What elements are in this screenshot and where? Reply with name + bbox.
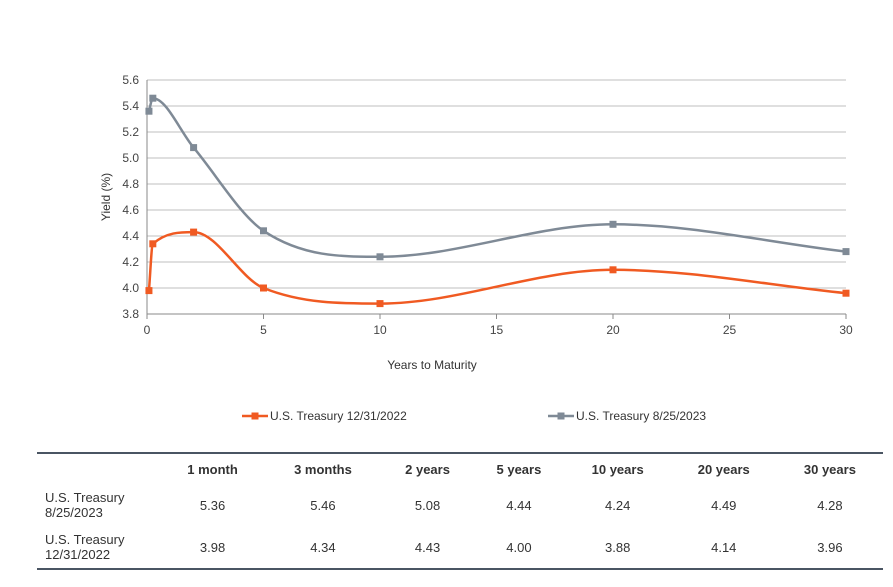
y-tick-label: 5.4 [122, 99, 139, 113]
row-label: U.S. Treasury 8/25/2023 [37, 484, 161, 526]
y-tick-label: 4.6 [122, 203, 139, 217]
data-point-marker [609, 220, 617, 228]
x-tick-label: 25 [723, 323, 737, 337]
data-point-marker [190, 144, 198, 152]
x-tick-label: 0 [144, 323, 151, 337]
legend-swatch-marker [557, 412, 565, 420]
table-cell: 4.24 [605, 497, 631, 513]
table-cell: 4.43 [414, 539, 441, 555]
yield-table: 1 month 3 months 2 years 5 years 10 year… [37, 452, 883, 570]
y-tick-label: 5.6 [122, 73, 139, 87]
table-cell: 4.28 [817, 497, 843, 513]
row-label-line: U.S. Treasury [45, 532, 125, 547]
x-tick-label: 20 [606, 323, 620, 337]
table-header-cell: 2 years [405, 461, 450, 477]
data-point-marker [260, 227, 267, 235]
table-header-row: 1 month 3 months 2 years 5 years 10 year… [37, 453, 883, 484]
y-tick-label: 5.2 [122, 125, 139, 139]
data-point-marker [376, 253, 384, 261]
table-row: U.S. Treasury 8/25/2023 5.36 5.46 5.08 4.… [37, 484, 883, 526]
x-tick-label: 15 [490, 323, 504, 337]
row-label-line: 12/31/2022 [45, 547, 111, 562]
row-label-line: U.S. Treasury [45, 490, 125, 505]
table-cell: 3.88 [605, 539, 631, 555]
table-header-cell: 1 month [187, 461, 238, 477]
y-axis-title: Yield (%) [99, 173, 113, 221]
table-cell: 4.14 [711, 539, 737, 555]
row-label: U.S. Treasury 12/31/2022 [37, 526, 161, 569]
legend-swatch-marker [251, 412, 259, 420]
table-header-cell: 5 years [496, 461, 542, 477]
y-tick-label: 4.0 [122, 281, 139, 295]
data-point-marker [190, 228, 198, 236]
y-tick-label: 5.0 [122, 151, 139, 165]
table-cell: 4.34 [310, 539, 336, 555]
y-tick-label: 4.2 [122, 255, 139, 269]
table-cell: 5.08 [414, 497, 441, 513]
x-tick-label: 10 [373, 323, 387, 337]
table-cell: 5.36 [199, 497, 226, 513]
x-tick-label: 30 [839, 323, 853, 337]
data-point-marker [149, 240, 157, 248]
x-tick-label: 5 [260, 323, 267, 337]
series-line [147, 96, 847, 259]
data-point-marker [260, 284, 267, 292]
table-header-cell: 3 months [294, 461, 352, 477]
table-cell: 5.46 [310, 497, 336, 513]
data-point-marker [376, 300, 384, 308]
series-line [147, 230, 847, 305]
data-point-marker [145, 287, 153, 295]
table-cell: 3.96 [817, 539, 843, 555]
data-point-marker [609, 266, 617, 274]
table-header-cell: 20 years [697, 461, 750, 477]
yield-curve-chart: 3.8 4.0 4.2 4.4 4.6 4.8 5.0 5.2 5.4 5.6 0 5 10 15 20 2… [99, 73, 853, 423]
table-header-cell: 10 years [591, 461, 644, 477]
table-cell: 3.98 [199, 539, 226, 555]
legend: U.S. Treasury 12/31/2022 U.S. Treasury 8/… [242, 409, 706, 423]
data-point-marker [145, 107, 153, 115]
y-axis-ticks: 3.8 4.0 4.2 4.4 4.6 4.8 5.0 5.2 5.4 5.6 [122, 73, 139, 321]
data-point-marker [842, 248, 850, 256]
legend-label: U.S. Treasury 12/31/2022 [270, 409, 407, 423]
y-tick-label: 3.8 [122, 307, 139, 321]
x-axis-ticks: 0 5 10 15 20 25 30 [144, 314, 853, 337]
y-tick-label: 4.4 [122, 229, 139, 243]
legend-label: U.S. Treasury 8/25/2023 [576, 409, 706, 423]
table-cell: 4.00 [506, 539, 532, 555]
data-point-marker [149, 94, 157, 102]
table-corner-cell [37, 453, 161, 484]
table-cell: 4.44 [506, 497, 532, 513]
table-cell: 4.49 [711, 497, 737, 513]
data-point-marker [842, 289, 850, 297]
table-header-cell: 30 years [803, 461, 856, 477]
table-row: U.S. Treasury 12/31/2022 3.98 4.34 4.43 4… [37, 526, 883, 569]
x-axis-title: Years to Maturity [387, 358, 477, 372]
series-lines [145, 94, 850, 308]
row-label-line: 8/25/2023 [45, 505, 103, 520]
y-tick-label: 4.8 [122, 177, 139, 191]
